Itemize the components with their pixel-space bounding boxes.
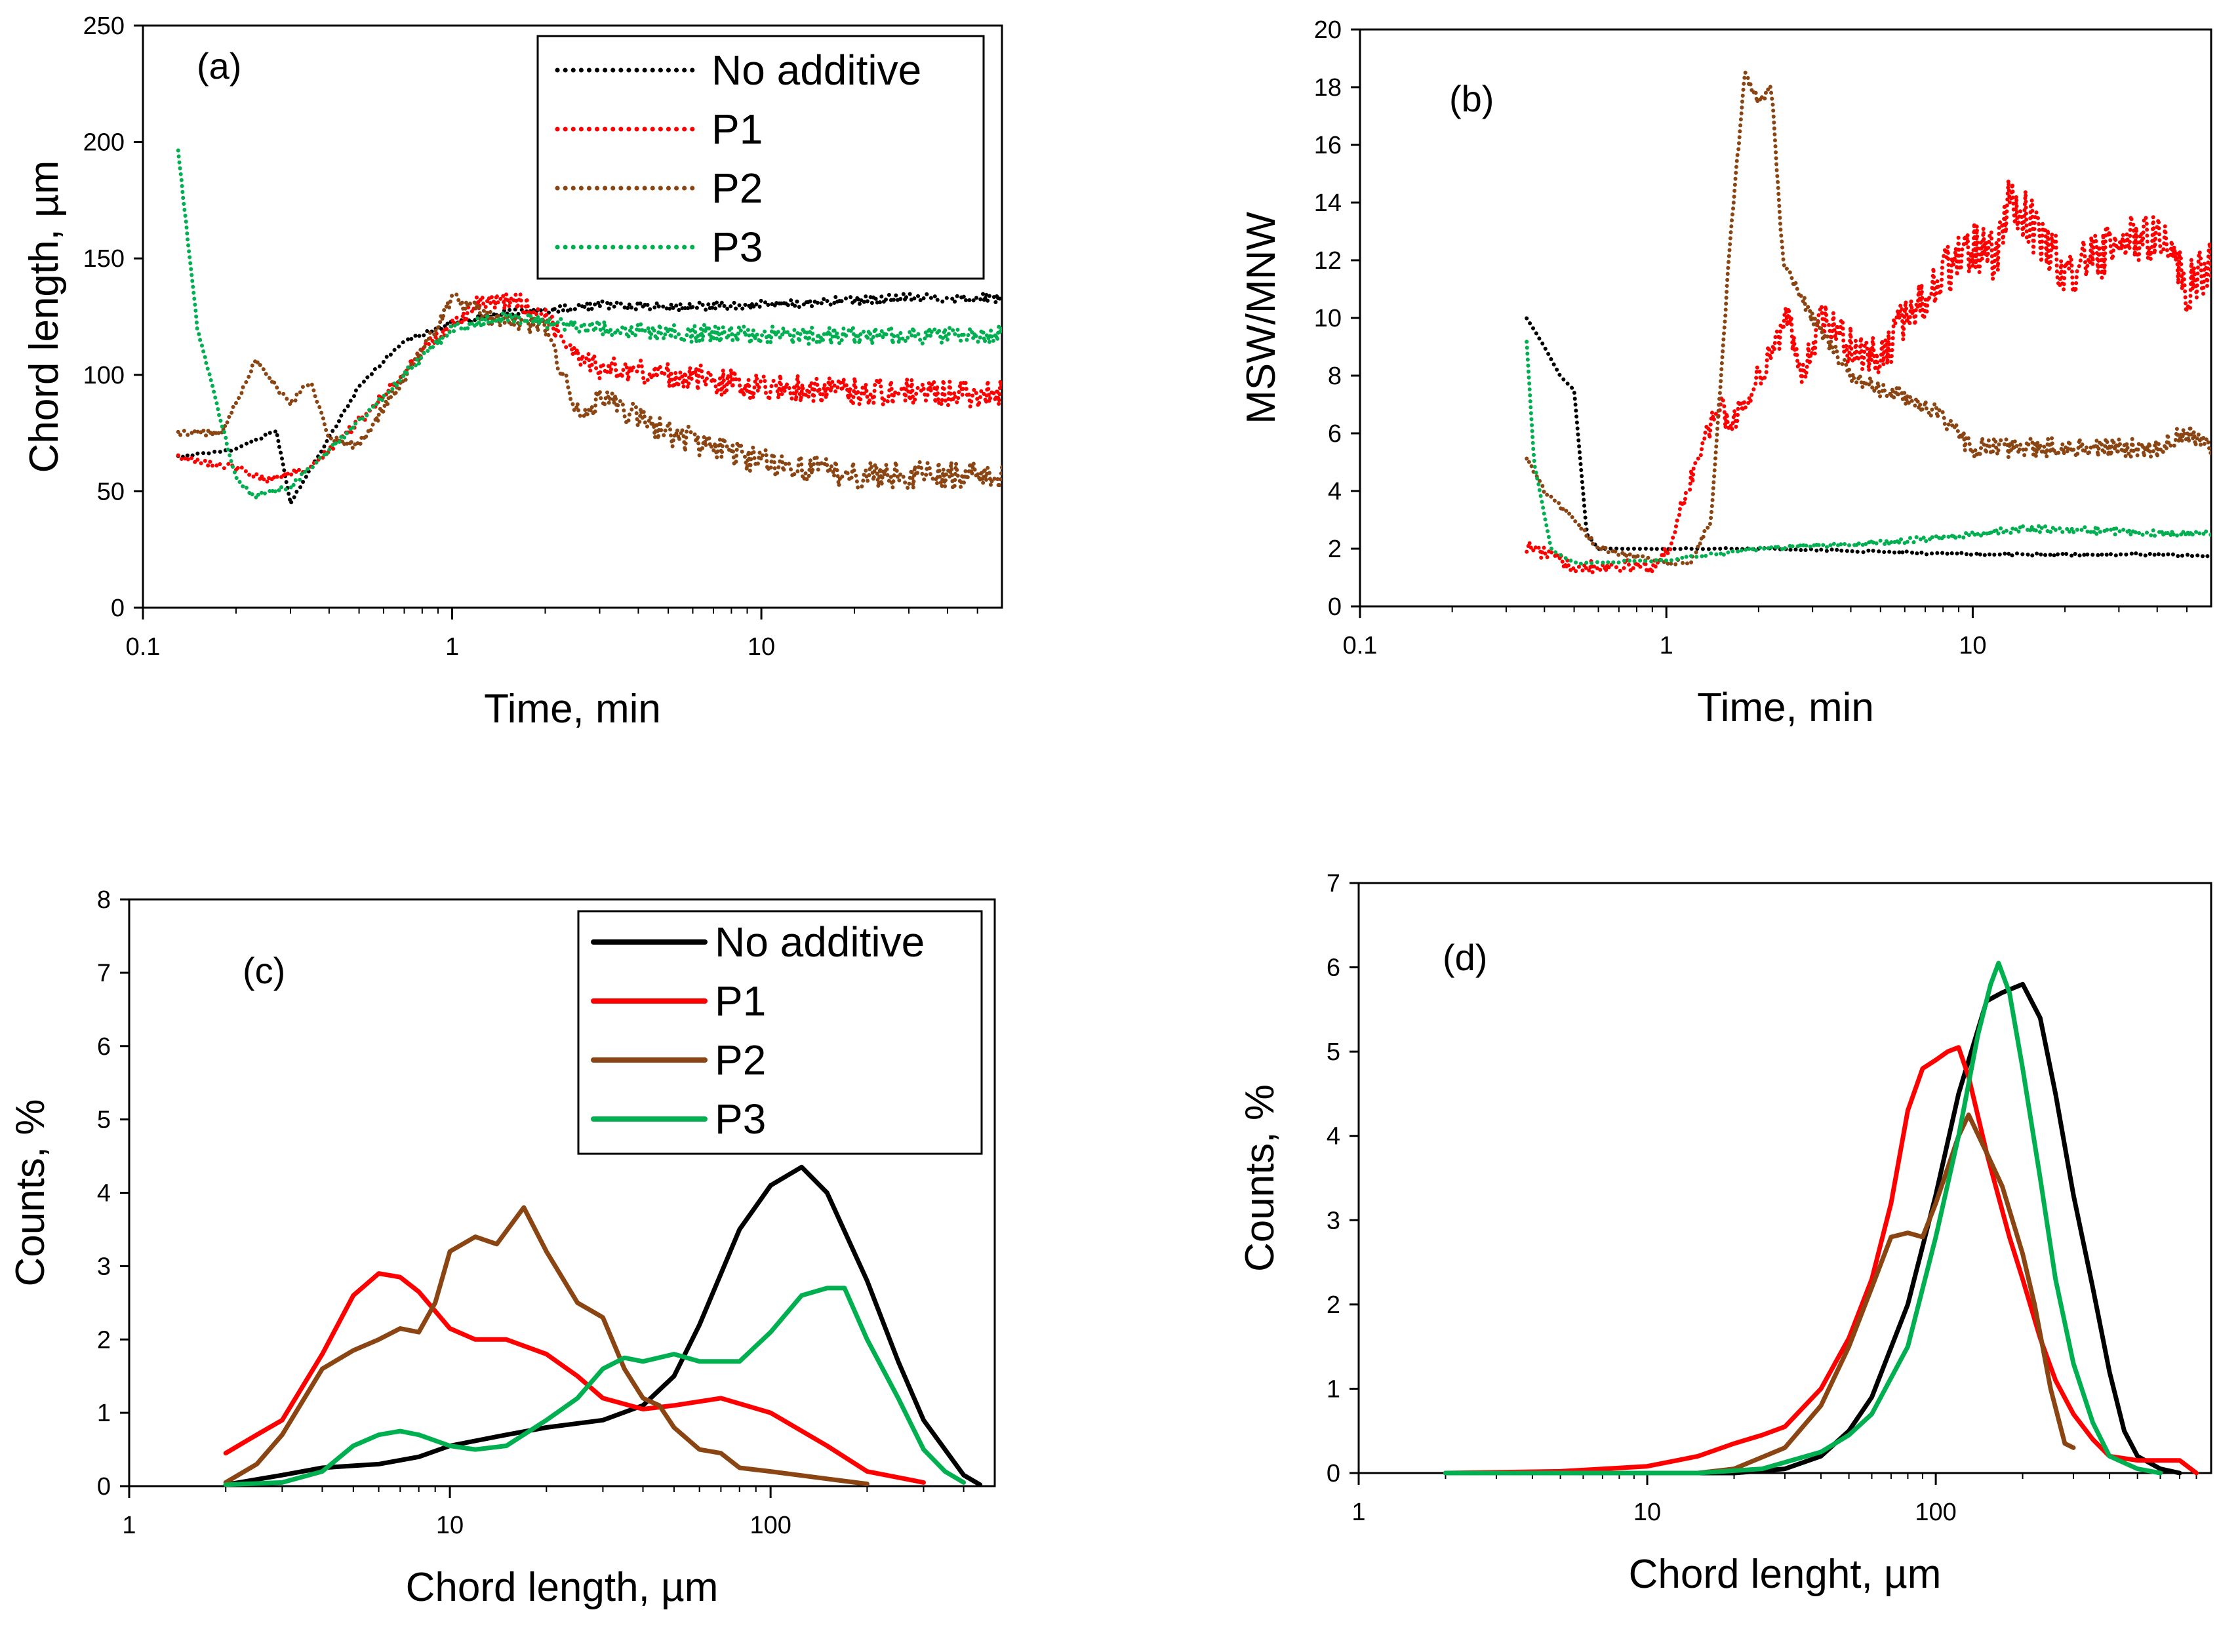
y-tick-label: 3 [97,1253,111,1280]
y-tick-label: 4 [1327,1123,1340,1150]
x-tick-label: 10 [436,1512,464,1539]
x-tick-label: 100 [750,1512,791,1539]
y-tick-label: 0 [111,595,125,622]
x-axis-title: Time, min [484,686,661,732]
chart-panel-b: 0 2 4 6 8 10 12 14 16 18 20 0.1 1 10 Time, min MSW/MNW (… [1239,16,2212,730]
series-line-no-additive [176,291,1002,506]
y-tick-label: 2 [1327,1291,1340,1319]
y-tick-label: 6 [1327,954,1340,982]
series-line-p3 [1443,960,2163,1476]
series-line-p3 [223,1286,967,1487]
y-tick-label: 5 [1327,1038,1340,1066]
legend-entry-label: P3 [715,1095,766,1143]
y-tick-label: 14 [1314,189,1342,217]
y-tick-label: 1 [1327,1375,1340,1403]
x-tick-label: 0.1 [1343,632,1378,659]
legend-entry-label: P2 [715,1036,766,1084]
y-tick-label: 5 [97,1107,111,1134]
y-tick-label: 16 [1314,132,1342,159]
x-axis-title: Time, min [1697,685,1874,730]
series-group [223,1164,983,1487]
x-tick-label: 1 [122,1512,136,1539]
x-tick-label: 10 [1959,632,1986,659]
y-tick-label: 0 [1328,593,1342,621]
series-line-p1 [223,1271,926,1485]
y-tick-label: 8 [97,886,111,914]
y-tick-label: 12 [1314,247,1342,275]
y-tick-label: 100 [83,362,125,389]
series-line-no-additive [223,1164,983,1487]
legend-entry-label: P1 [715,977,766,1025]
series-line-p1 [1525,178,2211,576]
legend-entry-label: No additive [715,918,925,966]
panel-label: (a) [197,45,241,87]
y-tick-label: 8 [1328,363,1342,390]
x-axis-title: Chord length, µm [406,1565,719,1610]
legend: No additive P1 P2 P3 [536,35,985,280]
series-group [1525,70,2211,576]
y-tick-label: 4 [97,1180,111,1208]
y-axis-title: Counts, % [1237,1084,1283,1272]
series-line-no-additive [1525,316,2211,559]
series-group [1443,960,2199,1476]
panel-label: (b) [1449,78,1494,119]
series-line-p1 [1443,1045,2199,1476]
series-line-p3 [1525,340,2211,566]
y-tick-label: 200 [83,129,125,157]
series-line-p2 [176,292,1002,491]
series-group [176,148,1002,506]
panel-label: (c) [243,950,285,991]
series-line-p1 [176,292,1002,485]
y-axis-title: MSW/MNW [1239,212,1284,424]
y-tick-label: 6 [97,1033,111,1061]
legend-box [536,35,985,280]
x-tick-label: 1 [1351,1499,1365,1526]
legend-entry-label: P3 [711,224,763,271]
legend-box [577,910,983,1155]
x-axis-title: Chord lenght, µm [1629,1552,1942,1597]
y-tick-label: 7 [1327,870,1340,897]
y-tick-label: 18 [1314,74,1342,102]
y-tick-label: 3 [1327,1207,1340,1234]
x-tick-label: 0.1 [126,633,161,661]
plot-frame [142,24,1003,609]
x-tick-label: 1 [1660,632,1673,659]
x-tick-label: 1 [445,633,459,661]
y-tick-label: 250 [83,12,125,40]
series-line-p2 [1525,70,2211,567]
chart-panel-a: 0 50 100 150 200 250 0.1 1 10 Time, min Chord leng… [22,12,1003,732]
series-line-p3 [176,148,1002,500]
legend-entry-label: P1 [711,106,763,153]
y-tick-label: 1 [97,1400,111,1427]
y-tick-label: 150 [83,245,125,273]
legend-entry-label: No additive [711,47,921,94]
x-tick-label: 100 [1915,1499,1956,1526]
y-tick-label: 6 [1328,420,1342,448]
y-tick-label: 20 [1314,16,1342,44]
series-line-p2 [1443,1112,2076,1476]
y-tick-label: 10 [1314,305,1342,332]
x-tick-label: 10 [1633,1499,1661,1526]
y-tick-label: 7 [97,960,111,987]
y-tick-label: 0 [1327,1460,1340,1487]
y-tick-label: 2 [1328,536,1342,563]
y-axis-title: Counts, % [8,1099,53,1286]
x-tick-label: 10 [748,633,775,661]
y-tick-label: 50 [97,478,125,505]
series-line-p2 [223,1205,870,1487]
panel-label: (d) [1443,937,1487,978]
y-axis-title: Chord length, µm [22,161,67,473]
legend: No additive P1 P2 P3 [577,910,983,1155]
y-tick-label: 4 [1328,478,1342,505]
legend-entry-label: P2 [711,165,763,212]
y-tick-label: 2 [97,1326,111,1354]
y-tick-label: 0 [97,1473,111,1501]
